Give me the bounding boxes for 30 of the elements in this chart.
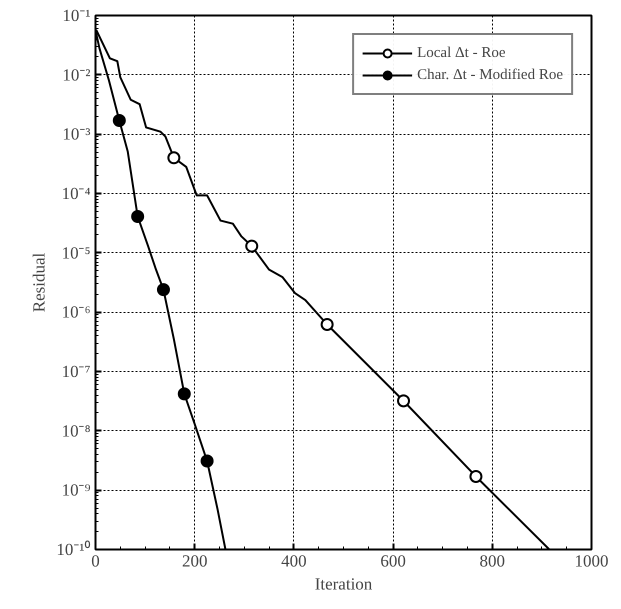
- point: [245, 240, 258, 253]
- y-tick-label: 10⁻⁶: [62, 302, 91, 322]
- y-axis-title: Residual: [29, 252, 48, 312]
- x-tick-label: 600: [380, 552, 406, 570]
- y-tick-label: 10⁻²: [62, 65, 91, 84]
- point: [156, 283, 170, 296]
- point: [469, 470, 482, 483]
- point: [320, 318, 334, 331]
- point: [167, 151, 180, 164]
- y-tick-label: 10⁻⁷: [62, 362, 91, 381]
- x-tick-label: 0: [91, 552, 100, 570]
- legend-label: Char. Δt - Modified Roe: [417, 66, 563, 84]
- y-tick-label: 10⁻¹: [62, 6, 91, 25]
- x-tick-label: 400: [281, 552, 307, 570]
- x-axis-title: Iteration: [314, 574, 373, 594]
- x-tick-label: 800: [480, 552, 506, 570]
- y-tick-label: 10⁻⁵: [62, 243, 91, 262]
- y-tick-label: 10⁻³: [62, 124, 91, 144]
- legend-label: Local Δt - Roe: [417, 44, 506, 62]
- y-tick-label: 10⁻⁴: [62, 184, 91, 203]
- point: [200, 454, 214, 468]
- point: [178, 387, 191, 400]
- x-tick-label: 200: [182, 552, 208, 570]
- x-tick-label: 1000: [574, 552, 608, 570]
- y-tick-label: 10⁻⁹: [62, 480, 91, 500]
- point: [131, 210, 144, 223]
- y-tick-label: 10⁻⁸: [62, 421, 91, 440]
- y-tick-label: 10⁻¹⁰: [56, 540, 91, 559]
- point: [397, 394, 410, 408]
- point: [112, 114, 126, 127]
